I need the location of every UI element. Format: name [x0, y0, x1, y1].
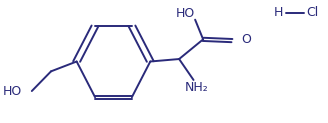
Text: NH₂: NH₂: [185, 81, 209, 94]
Text: O: O: [241, 33, 252, 46]
Text: Cl: Cl: [306, 6, 318, 19]
Text: HO: HO: [176, 7, 195, 20]
Text: HO: HO: [3, 85, 22, 98]
Text: H: H: [274, 6, 283, 19]
